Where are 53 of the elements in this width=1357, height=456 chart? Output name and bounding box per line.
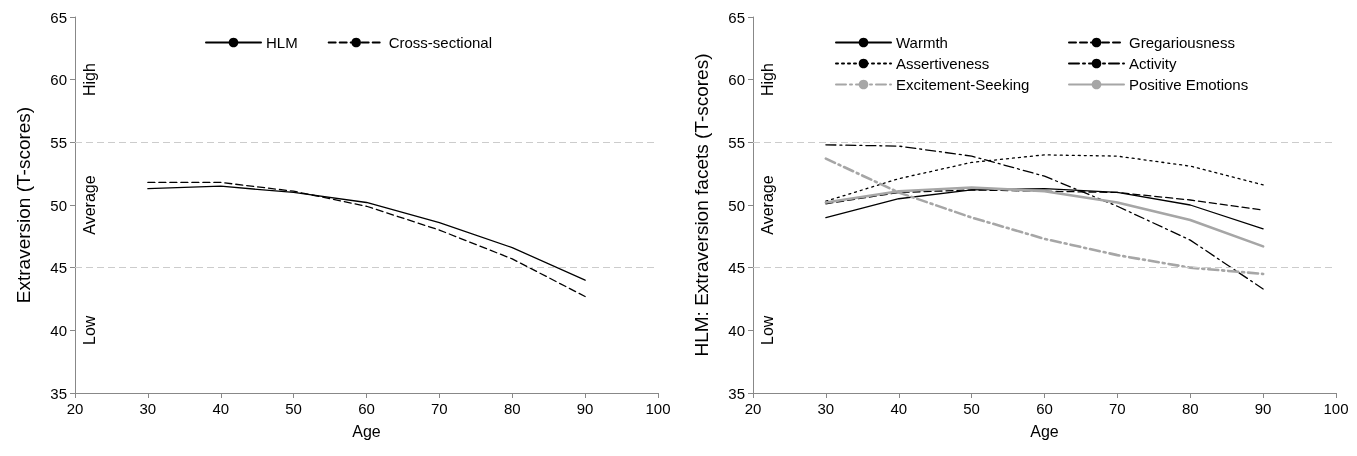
y-tick-label: 60 [50,71,67,89]
annotation: Average [80,175,98,235]
x-tick-label: 70 [431,400,448,417]
annotation: High [758,63,776,97]
legend-label: Activity [1129,55,1177,72]
y-tick-label: 45 [728,259,745,277]
y-axis-title: Extraversion (T-scores) [13,106,34,304]
x-tick-label: 70 [1109,400,1126,417]
y-tick-label: 50 [728,196,745,214]
x-tick-label: 20 [744,400,762,417]
annotation: Low [80,315,98,346]
y-tick-label: 55 [50,133,67,151]
annotation: High [80,63,98,97]
x-tick-label: 90 [576,400,594,417]
y-tick-label: 55 [728,133,745,151]
legend-label: Gregariousness [1129,34,1235,51]
y-tick-label: 45 [50,259,67,277]
x-tick-label: 40 [212,400,230,417]
annotation: Low [758,315,776,346]
legend-label: Cross-sectional [388,34,493,51]
x-axis-title: Age [1030,422,1059,440]
y-tick-label: 40 [728,321,745,339]
y-axis-title: HLM: Extraversion facets (T-scores) [691,53,712,357]
x-tick-label: 80 [503,400,521,417]
y-tick-label: 35 [728,384,745,402]
y-tick-label: 60 [728,71,745,89]
legend-label: Excitement-Seeking [896,76,1030,93]
annotation: Average [758,175,776,235]
x-tick-label: 30 [139,400,157,417]
x-axis-title: Age [352,422,381,440]
line-series [825,144,1264,290]
x-tick-label: 100 [1323,400,1349,417]
x-tick-label: 50 [285,400,302,417]
y-tick-label: 65 [728,8,745,26]
line-series [147,181,586,298]
legend-label: Warmth [896,34,948,51]
x-tick-label: 40 [890,400,908,417]
legend-label: Positive Emotions [1129,76,1249,93]
y-tick-label: 50 [50,196,67,214]
legend-label: Assertiveness [896,55,990,72]
x-tick-label: 60 [1036,400,1053,417]
y-tick-label: 35 [50,384,67,402]
x-tick-label: 80 [1181,400,1199,417]
x-tick-label: 100 [645,400,671,417]
x-tick-label: 60 [358,400,375,417]
x-tick-label: 30 [817,400,835,417]
x-tick-label: 50 [963,400,980,417]
y-tick-label: 40 [50,321,67,339]
line-series [824,157,1265,276]
y-tick-label: 65 [50,8,67,26]
x-tick-label: 20 [66,400,84,417]
x-tick-label: 90 [1254,400,1272,417]
legend-label: HLM [266,34,298,51]
